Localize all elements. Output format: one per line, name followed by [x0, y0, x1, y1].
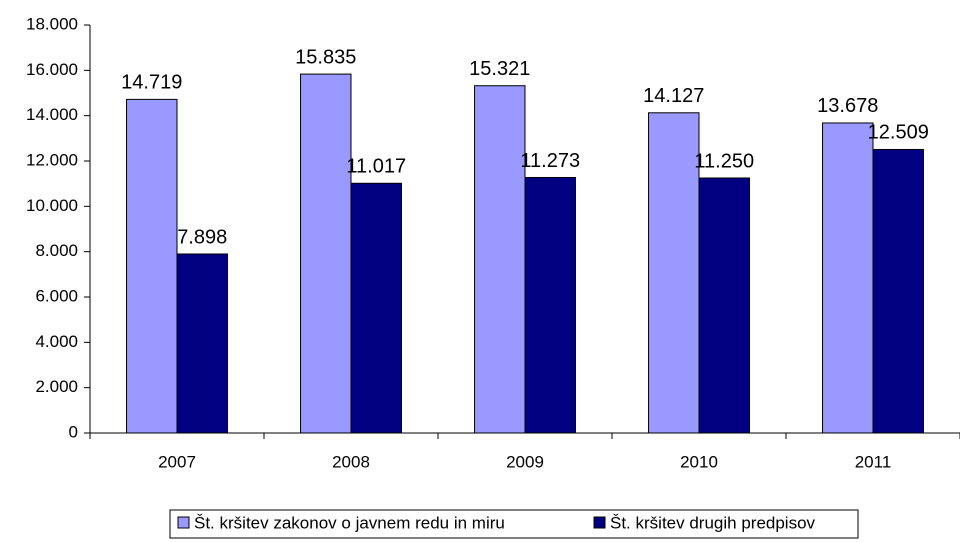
y-tick-label: 12.000 [26, 150, 78, 169]
data-label: 15.321 [469, 58, 530, 80]
data-label: 11.250 [694, 150, 754, 172]
x-tick-label: 2011 [855, 452, 892, 471]
y-tick-label: 18.000 [26, 14, 78, 33]
data-label: 14.127 [643, 85, 704, 107]
data-label: 11.017 [346, 156, 406, 178]
bar [126, 98, 178, 434]
bar [176, 253, 228, 434]
x-tick-label: 2007 [158, 452, 196, 471]
bar [300, 73, 352, 434]
bar [648, 112, 700, 434]
data-label: 15.835 [295, 46, 356, 68]
bar [350, 182, 402, 434]
data-label: 11.273 [520, 150, 580, 172]
y-tick-label: 16.000 [26, 60, 78, 79]
y-tick-label: 0 [69, 422, 78, 441]
y-tick-label: 10.000 [26, 196, 78, 215]
legend-label: Št. kršitev zakonov o javnem redu in mir… [194, 513, 505, 532]
legend-box [169, 509, 859, 539]
bar [524, 176, 576, 434]
legend-label: Št. kršitev drugih predpisov [610, 513, 816, 532]
data-label: 12.509 [868, 122, 929, 144]
data-label: 7.898 [177, 226, 227, 248]
bar [872, 148, 924, 434]
x-tick-label: 2008 [332, 452, 370, 471]
legend-swatch [593, 516, 606, 529]
bar [698, 177, 750, 434]
bar [474, 85, 526, 434]
x-tick-label: 2009 [506, 452, 544, 471]
y-tick-label: 8.000 [35, 241, 78, 260]
y-tick-label: 2.000 [35, 377, 78, 396]
bar [822, 122, 874, 434]
data-label: 14.719 [121, 72, 182, 94]
y-tick-label: 14.000 [26, 105, 78, 124]
y-tick-label: 6.000 [35, 286, 78, 305]
data-label: 13.678 [817, 95, 878, 117]
legend-swatch [177, 516, 190, 529]
y-tick-label: 4.000 [35, 332, 78, 351]
x-tick-label: 2010 [680, 452, 718, 471]
